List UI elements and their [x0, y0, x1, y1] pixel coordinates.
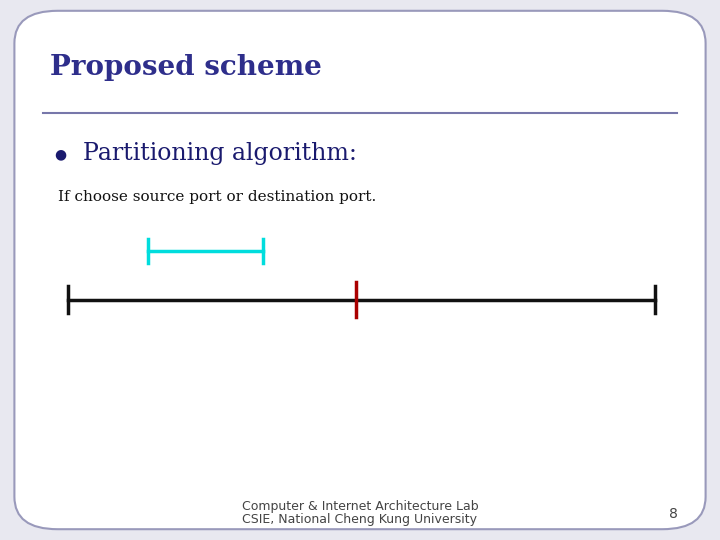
- FancyBboxPatch shape: [14, 11, 706, 529]
- Text: Computer & Internet Architecture Lab: Computer & Internet Architecture Lab: [242, 500, 478, 513]
- Text: ●: ●: [54, 147, 66, 161]
- Text: CSIE, National Cheng Kung University: CSIE, National Cheng Kung University: [243, 513, 477, 526]
- Text: Proposed scheme: Proposed scheme: [50, 54, 323, 81]
- Text: If choose source port or destination port.: If choose source port or destination por…: [58, 190, 376, 204]
- Text: Partitioning algorithm:: Partitioning algorithm:: [83, 143, 356, 165]
- Text: 8: 8: [669, 507, 678, 521]
